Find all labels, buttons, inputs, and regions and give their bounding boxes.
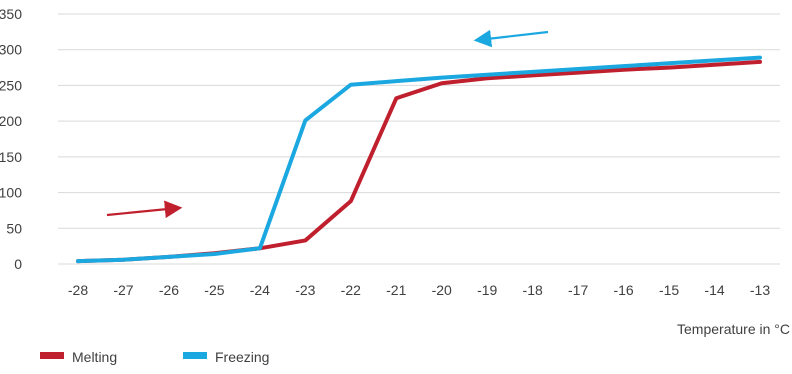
arrow-left-icon <box>473 29 549 48</box>
x-tick-label: -24 <box>250 282 270 298</box>
y-tick-label: 100 <box>0 185 22 201</box>
legend: Melting Freezing <box>40 349 269 365</box>
y-tick-label: 350 <box>0 6 22 22</box>
legend-label-melting: Melting <box>72 349 117 365</box>
x-tick-label: -16 <box>613 282 633 298</box>
y-tick-label: 0 <box>14 256 22 272</box>
x-tick-label: -21 <box>386 282 406 298</box>
y-tick-label: 150 <box>0 149 22 165</box>
x-tick-label: -28 <box>68 282 88 298</box>
x-tick-label: -23 <box>295 282 315 298</box>
legend-swatch-freezing <box>183 352 207 359</box>
x-tick-label: -18 <box>523 282 543 298</box>
gridlines <box>58 13 780 265</box>
series-line-melting <box>76 59 762 264</box>
x-tick-label: -26 <box>159 282 179 298</box>
x-tick-label: -20 <box>432 282 452 298</box>
y-tick-label: 300 <box>0 42 22 58</box>
x-axis-ticks: -28 -27 -26 -25 -24 -23 -22 -21 -20 -19 -18 -17 -16 -… <box>68 282 770 298</box>
series-lines <box>76 55 762 264</box>
x-tick-label: -13 <box>750 282 770 298</box>
y-axis-ticks: 0 50 100 150 200 250 300 350 <box>0 6 22 272</box>
arrow-right-icon <box>106 200 183 219</box>
annotation-arrows <box>106 29 549 219</box>
x-tick-label: -19 <box>477 282 497 298</box>
y-tick-label: 50 <box>6 220 22 236</box>
legend-swatch-melting <box>40 352 64 359</box>
x-tick-label: -14 <box>704 282 724 298</box>
x-tick-label: -27 <box>113 282 133 298</box>
y-tick-label: 200 <box>0 113 22 129</box>
x-tick-label: -15 <box>659 282 679 298</box>
x-axis-label: Temperature in °C <box>677 321 790 337</box>
legend-label-freezing: Freezing <box>215 349 269 365</box>
x-tick-label: -22 <box>341 282 361 298</box>
x-tick-label: -17 <box>568 282 588 298</box>
series-line-freezing <box>76 55 762 264</box>
y-tick-label: 250 <box>0 77 22 93</box>
x-tick-label: -25 <box>204 282 224 298</box>
